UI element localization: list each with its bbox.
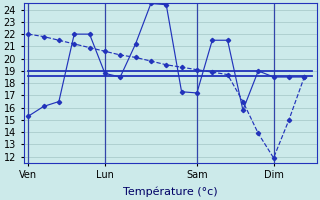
X-axis label: Température (°c): Température (°c) [123,186,217,197]
